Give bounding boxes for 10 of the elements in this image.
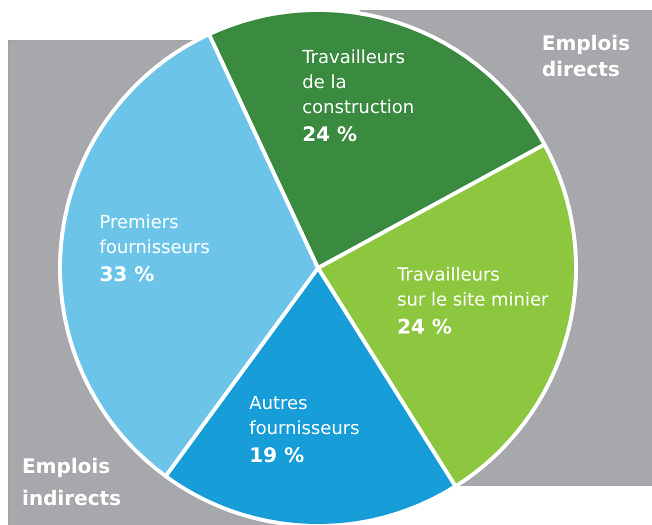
slice-label: Travailleurs sur le site minier [396, 264, 550, 310]
slice-label: Travailleurs de la construction [301, 47, 414, 118]
text: Emplois indirects [22, 454, 122, 510]
slice-label: Premiers fournisseurs [99, 212, 210, 258]
data-label: 19 % [249, 442, 304, 467]
data-label: 24 % [302, 122, 358, 146]
data-label: 33 % [99, 262, 154, 286]
data-label: 24 % [397, 314, 452, 338]
slice-label: Autres fournisseurs [249, 392, 360, 439]
text: Emplois directs [542, 31, 630, 81]
